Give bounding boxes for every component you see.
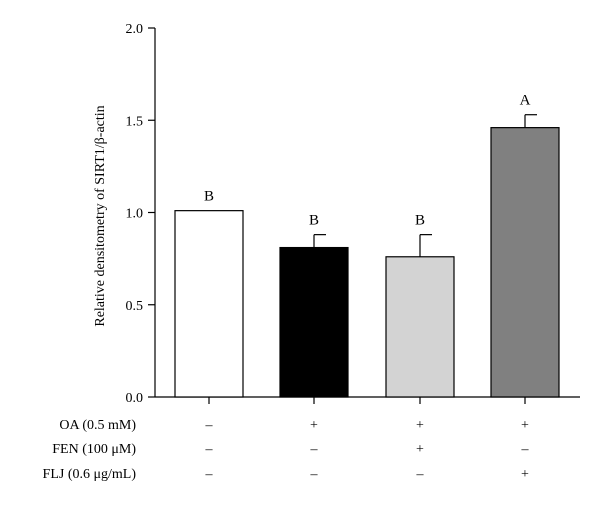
treatment-table: OA (0.5 mM) – + + + FEN (100 μM) – – + – FLJ (0.6 … bbox=[43, 418, 530, 482]
y-tick-label: 0.0 bbox=[126, 391, 144, 406]
treatment-row-label: OA (0.5 mM) bbox=[59, 418, 136, 433]
treatment-sign: – bbox=[310, 442, 319, 457]
y-tick-label: 0.5 bbox=[126, 299, 144, 314]
y-tick-label: 2.0 bbox=[126, 22, 144, 37]
bars: B B B A bbox=[174, 93, 560, 404]
treatment-sign: – bbox=[416, 467, 425, 482]
treatment-sign: + bbox=[416, 418, 424, 433]
y-tick-label: 1.5 bbox=[126, 114, 144, 129]
treatment-sign: – bbox=[205, 442, 214, 457]
treatment-sign: + bbox=[521, 418, 529, 433]
bar bbox=[174, 210, 244, 398]
y-ticks: 0.0 0.5 1.0 1.5 2.0 bbox=[126, 22, 155, 406]
treatment-sign: + bbox=[521, 467, 529, 482]
significance-label: B bbox=[204, 189, 214, 205]
bar bbox=[385, 256, 455, 398]
y-tick-label: 1.0 bbox=[126, 207, 144, 222]
treatment-sign: + bbox=[310, 418, 318, 433]
treatment-sign: – bbox=[310, 467, 319, 482]
y-axis-label: Relative densitometry of SIRT1/β-actin bbox=[93, 105, 108, 326]
treatment-sign: – bbox=[205, 467, 214, 482]
treatment-row-label: FEN (100 μM) bbox=[52, 442, 136, 457]
treatment-sign: + bbox=[416, 442, 424, 457]
bar bbox=[279, 246, 349, 398]
significance-label: A bbox=[520, 93, 531, 109]
significance-label: B bbox=[309, 213, 319, 229]
treatment-sign: – bbox=[205, 418, 214, 433]
significance-label: B bbox=[415, 213, 425, 229]
bar bbox=[490, 127, 560, 398]
treatment-row-label: FLJ (0.6 μg/mL) bbox=[43, 467, 137, 482]
treatment-sign: – bbox=[521, 442, 530, 457]
